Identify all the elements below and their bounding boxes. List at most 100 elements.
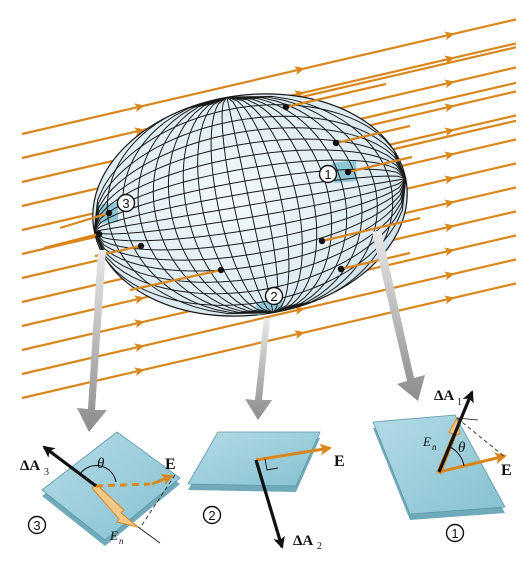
svg-text:2: 2 (270, 289, 277, 304)
svg-text:θ: θ (97, 456, 105, 472)
panel-1-area-vector (437, 390, 474, 473)
region-badge-1: 1 (318, 164, 338, 184)
svg-text:E: E (165, 456, 176, 473)
svg-text:ΔA: ΔA (434, 388, 454, 404)
panel-3-field-arrow (151, 474, 174, 486)
svg-text:θ: θ (458, 440, 466, 456)
patch-1 (332, 160, 357, 183)
field-line-segment (59, 211, 110, 230)
svg-text:1: 1 (451, 526, 458, 541)
grid-line (93, 178, 407, 261)
grid-line (94, 178, 407, 235)
field-direction-chevron (444, 31, 455, 41)
pointer-arrow-2 (245, 318, 272, 420)
panel-3: θ ΔA 3 E E n 3 (20, 431, 181, 546)
field-direction-chevron (444, 55, 455, 65)
grid-line (93, 175, 406, 232)
pointer-arrows (77, 230, 425, 432)
grid-line (93, 178, 407, 283)
field-line-segment (129, 268, 222, 292)
field-direction-chevron (444, 175, 455, 185)
field-direction-chevron (444, 103, 455, 113)
region-badge-2: 2 (264, 286, 284, 306)
grid-line (93, 149, 407, 232)
svg-text:E: E (334, 453, 345, 470)
electric-field-lines-front (43, 82, 421, 292)
svg-text:E: E (109, 528, 118, 543)
field-direction-chevron (444, 199, 455, 209)
grid-line (226, 96, 318, 314)
panel-2: E ΔA 2 2 (187, 431, 345, 552)
grid-line (137, 96, 274, 314)
field-direction-chevron (134, 343, 145, 353)
panel-2-field-arrow (255, 443, 332, 462)
field-direction-chevron (294, 306, 305, 316)
closed-surface (92, 93, 408, 322)
field-direction-chevron (444, 271, 455, 281)
surface-points (95, 103, 352, 274)
grid-line (226, 96, 333, 314)
svg-text:n: n (119, 536, 124, 546)
field-direction-chevron (134, 367, 145, 377)
svg-text:E: E (422, 434, 431, 449)
grid-line (93, 104, 407, 232)
field-direction-chevron (134, 127, 145, 137)
field-line-segment (340, 251, 411, 271)
field-direction-chevron (444, 295, 455, 305)
grid-line (93, 159, 407, 232)
svg-text:ΔA: ΔA (20, 458, 40, 474)
svg-text:3: 3 (44, 467, 49, 478)
grid-line (93, 178, 407, 242)
svg-text:E: E (501, 462, 512, 479)
field-direction-chevron (444, 79, 455, 89)
svg-text:3: 3 (33, 518, 40, 533)
field-line-segment (347, 155, 413, 174)
field-line (21, 282, 517, 400)
svg-text:2: 2 (208, 508, 215, 523)
panel-2-plate (187, 431, 321, 487)
svg-text:n: n (432, 442, 437, 452)
grid-line (93, 127, 407, 232)
grid-line (93, 138, 407, 232)
grid-line (93, 115, 407, 232)
panel-1-badge: 1 (445, 523, 465, 543)
grid-line (93, 178, 407, 251)
field-direction-chevron (444, 127, 455, 137)
pointer-arrow-1 (372, 230, 425, 401)
svg-text:1: 1 (457, 397, 462, 408)
panel-3-badge: 3 (27, 515, 47, 535)
undefined (389, 119, 517, 152)
grid-line (167, 96, 274, 314)
grid-line (94, 178, 406, 232)
field-direction-chevron (134, 319, 145, 329)
field-direction-chevron (444, 151, 455, 161)
field-direction-chevron (444, 247, 455, 257)
grid-line (93, 168, 407, 232)
grid-line (106, 96, 274, 315)
panel-1: θ ΔA 1 E E n 1 (372, 388, 512, 543)
pointer-arrow-3 (77, 250, 107, 432)
field-direction-chevron (294, 330, 305, 340)
surface-grid (93, 95, 407, 315)
grid-line (226, 96, 303, 314)
grid-line (93, 178, 407, 295)
panel-1-field-arrow (438, 452, 507, 474)
panel-3-area-vector (42, 445, 97, 488)
field-direction-chevron (134, 295, 145, 305)
panel-2-area-vector (254, 459, 285, 549)
svg-text:2: 2 (317, 541, 322, 552)
field-direction-chevron (444, 223, 455, 233)
field-line-segment (43, 232, 100, 250)
grid-line (226, 96, 363, 314)
field-direction-chevron (294, 66, 305, 76)
region-badge-3: 3 (116, 193, 136, 213)
undefined (279, 46, 517, 104)
grid-line (93, 178, 407, 306)
field-line-segment (285, 82, 387, 109)
svg-text:ΔA: ΔA (293, 533, 313, 549)
svg-text:3: 3 (122, 196, 129, 211)
field-line-segment (321, 216, 421, 243)
field-line (21, 18, 517, 136)
panel-1-plate (372, 414, 506, 515)
